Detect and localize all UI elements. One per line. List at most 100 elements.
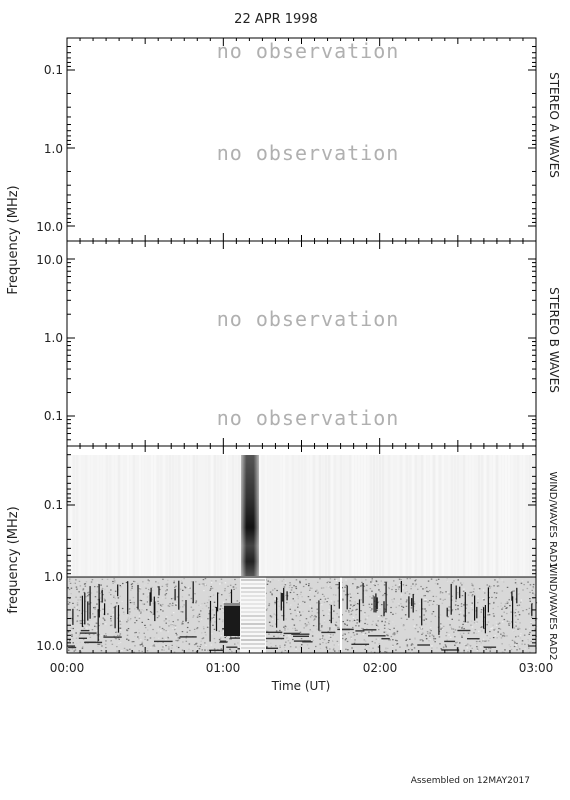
rad2-noise-dot [344, 586, 346, 588]
rad2-noise-dot [457, 605, 459, 607]
rad2-noise-dot [159, 591, 162, 593]
rad2-noise-dot [72, 638, 75, 640]
rad2-noise-dot [90, 581, 93, 583]
rad2-noise-dot [514, 642, 516, 644]
rad1-stripe [166, 455, 168, 576]
rad2-noise-dot [122, 582, 124, 585]
rad2-noise-dot [460, 605, 463, 607]
rad2-noise-dot [315, 635, 318, 637]
rad2-streak [346, 585, 348, 610]
rad2-noise-dot [502, 632, 505, 634]
rad2-noise-dot [283, 635, 285, 637]
rad2-noise-dot [99, 610, 101, 612]
rad2-noise-dot [432, 603, 434, 605]
rad2-noise-dot [461, 625, 464, 628]
rad2-noise-dot [375, 623, 377, 625]
rad2-noise-dot [297, 611, 299, 613]
rad2-noise-dot [528, 647, 530, 649]
rad2-noise-dot [157, 586, 159, 588]
rad2-noise-dot [200, 584, 203, 587]
rad2-noise-dot [388, 620, 391, 622]
rad2-noise-dot [309, 587, 312, 589]
rad2-noise-dot [67, 601, 70, 603]
rad1-stripe [274, 455, 276, 576]
rad2-noise-dot [106, 585, 108, 587]
rad2-noise-dot [476, 647, 479, 649]
rad2-noise-dot [305, 625, 307, 627]
rad2-noise-dot [364, 640, 367, 642]
rad2-noise-dot [526, 650, 529, 653]
rad2-noise-dot [114, 581, 116, 583]
rad2-noise-dot [181, 596, 184, 598]
rad2-noise-dot [461, 627, 463, 629]
rad1-stripe [442, 455, 444, 576]
rad2-noise-dot [437, 578, 440, 580]
rad2-noise-dot [199, 645, 201, 648]
rad2-noise-dot [283, 651, 286, 653]
rad2-noise-dot [334, 578, 336, 580]
rad2-noise-dot [418, 603, 421, 605]
rad2-noise-dot [76, 609, 78, 611]
rad2-noise-dot [493, 602, 495, 604]
rad2-streak [484, 605, 486, 634]
rad2-noise-dot [339, 620, 341, 622]
rad2-noise-dot [387, 621, 390, 623]
rad2-noise-dot [436, 647, 438, 649]
rad2-noise-dot [166, 585, 168, 587]
rad2-noise-dot [175, 644, 177, 646]
rad2-noise-dot [102, 623, 104, 625]
rad2-noise-dot [463, 628, 465, 630]
rad2-noise-dot [433, 600, 435, 602]
rad2-noise-dot [431, 645, 433, 647]
rad2-noise-dot [472, 591, 475, 593]
rad2-noise-dot [165, 639, 167, 641]
rad2-noise-dot [371, 578, 373, 580]
rad2-noise-dot [74, 582, 76, 584]
rad1-stripe [316, 455, 318, 576]
rad2-noise-dot [529, 598, 531, 600]
rad2-noise-dot [146, 596, 149, 598]
rad2-noise-dot [68, 588, 71, 591]
rad2-noise-dot [219, 583, 221, 585]
rad2-noise-dot [455, 642, 457, 644]
rad2-noise-dot [484, 640, 486, 642]
rad2-noise-dot [229, 584, 232, 586]
rad2-noise-dot [140, 611, 142, 613]
rad2-noise-dot [105, 633, 107, 635]
rad2-noise-dot [359, 620, 362, 622]
rad2-noise-dot [363, 639, 366, 641]
rad2-noise-dot [284, 649, 287, 651]
rad2-noise-dot [205, 584, 207, 586]
rad2-noise-dot [406, 578, 409, 580]
rad2-noise-dot [83, 619, 85, 621]
rad2-noise-dot [333, 610, 335, 612]
rad2-noise-dot [113, 635, 115, 637]
rad2-noise-dot [478, 588, 481, 590]
rad1-stripe [343, 455, 345, 576]
rad2-noise-dot [211, 587, 214, 589]
rad2-noise-dot [529, 591, 531, 593]
rad2-noise-dot [343, 625, 346, 627]
rad2-noise-dot [287, 590, 290, 592]
rad2-noise-dot [527, 581, 529, 583]
rad2-noise-dot [196, 645, 199, 647]
rad2-noise-dot [394, 645, 397, 647]
rad2-noise-dot [532, 583, 535, 586]
rad2-noise-dot [86, 629, 88, 631]
rad2-noise-dot [122, 611, 125, 613]
rad2-noise-dot [115, 631, 118, 633]
rad2-noise-dot [269, 579, 272, 581]
rad2-noise-dot [423, 619, 425, 621]
rad2-noise-dot [219, 637, 222, 639]
rad2-noise-dot [375, 580, 378, 582]
rad2-noise-dot [183, 604, 185, 606]
rad2-noise-dot [309, 629, 311, 631]
rad2-noise-dot [196, 627, 199, 629]
rad2-noise-dot [492, 613, 495, 615]
rad2-noise-dot [411, 643, 413, 645]
rad2-noise-dot [393, 632, 396, 634]
rad2-noise-dot [229, 636, 232, 638]
rad2-noise-dot [343, 590, 345, 592]
rad2-noise-dot [147, 582, 149, 584]
rad2-noise-dot [481, 630, 483, 632]
